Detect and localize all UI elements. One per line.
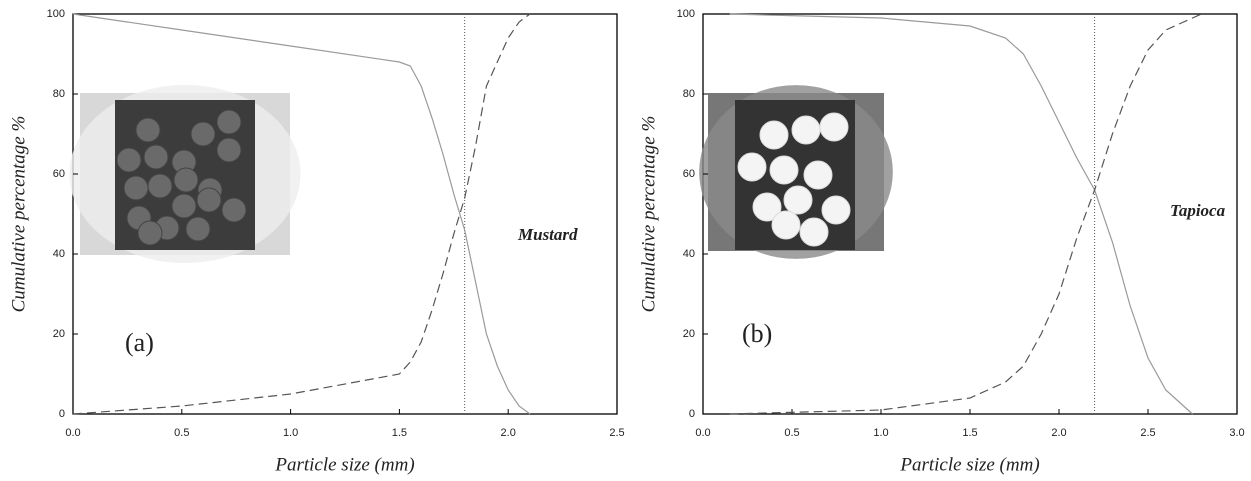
y-tick-label: 20: [53, 328, 65, 340]
sample-label: Mustard: [517, 225, 578, 244]
photo-seed: [123, 175, 149, 201]
x-tick-label: 2.5: [609, 427, 624, 439]
photo-seed: [216, 109, 242, 135]
sample-label: Tapioca: [1170, 201, 1226, 220]
x-tick-label: 2.0: [1051, 427, 1066, 439]
y-tick-label: 100: [677, 8, 695, 20]
photo-seed: [147, 173, 173, 199]
photo-seed: [143, 144, 169, 170]
photo-seed: [819, 112, 849, 142]
y-tick-label: 100: [47, 8, 65, 20]
panel: 0.0 0.5 1.0 1.5 2.0 2.5 0 20 40 60 80 100 Particle s…: [8, 8, 624, 475]
photo-seed: [221, 197, 247, 223]
y-tick-label: 20: [683, 328, 695, 340]
photo-seed: [190, 121, 216, 147]
x-tick-label: 1.0: [283, 427, 298, 439]
y-axis-label: Cumulative percentage %: [638, 116, 659, 313]
y-tick-label: 80: [683, 88, 695, 100]
panel-label: (b): [742, 319, 772, 348]
y-tick-label: 60: [683, 168, 695, 180]
photo-seed: [791, 115, 821, 145]
photo-seed: [803, 160, 833, 190]
y-tick-label: 40: [53, 248, 65, 260]
y-tick-label: 60: [53, 168, 65, 180]
y-tick-label: 0: [59, 408, 65, 420]
y-tick-label: 0: [689, 408, 695, 420]
x-tick-label: 0.5: [174, 427, 189, 439]
photo-seed: [185, 216, 211, 242]
photo-seed: [737, 152, 767, 182]
x-tick-label: 1.5: [962, 427, 977, 439]
plot-frame: [72, 13, 618, 415]
y-tick-label: 40: [683, 248, 695, 260]
x-tick-label: 2.5: [1140, 427, 1155, 439]
series-line: [729, 13, 1202, 415]
series-line: [72, 13, 531, 415]
y-axis-label: Cumulative percentage %: [8, 116, 29, 313]
x-axis-label: Particle size (mm): [274, 454, 414, 475]
series-line: [729, 13, 1193, 415]
photo-seed: [769, 155, 799, 185]
photo-seed: [821, 195, 851, 225]
panel: 0.0 0.5 1.0 1.5 2.0 2.5 3.0 0 20 40 60 80 100 Particl…: [638, 8, 1244, 475]
y-tick-label: 80: [53, 88, 65, 100]
photo-seed: [196, 187, 222, 213]
photo-seed: [116, 147, 142, 173]
x-tick-label: 0.0: [695, 427, 710, 439]
x-tick-label: 0.5: [784, 427, 799, 439]
x-tick-label: 1.5: [392, 427, 407, 439]
x-axis-label: Particle size (mm): [899, 454, 1039, 475]
x-tick-label: 2.0: [501, 427, 516, 439]
photo-seed: [171, 193, 197, 219]
photo-seed: [752, 192, 782, 222]
photo-seed: [799, 217, 829, 247]
photo-seed: [759, 120, 789, 150]
photo-seed: [137, 220, 163, 246]
panel-label: (a): [125, 328, 154, 357]
x-tick-label: 0.0: [65, 427, 80, 439]
photo-seed: [135, 117, 161, 143]
photo-seed: [783, 185, 813, 215]
photo-seed: [771, 210, 801, 240]
series-line: [72, 13, 531, 415]
x-tick-label: 3.0: [1229, 427, 1244, 439]
photo-seed: [216, 137, 242, 163]
photo-seed: [173, 167, 199, 193]
x-tick-label: 1.0: [873, 427, 888, 439]
